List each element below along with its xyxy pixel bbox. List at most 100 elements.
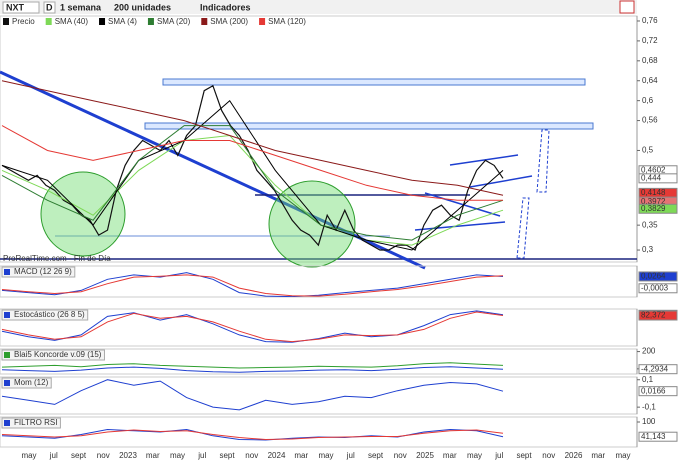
x-tick-label: nov xyxy=(394,451,407,460)
value-marker xyxy=(638,431,678,442)
series-group xyxy=(1,310,504,343)
series-line xyxy=(1,274,504,297)
panel-title: Mom (12) xyxy=(14,378,49,387)
symbol[interactable]: NXT xyxy=(6,2,25,12)
title-box xyxy=(1,309,89,321)
panel: 0,0264 -0,0003 MACD (12 26 9) xyxy=(0,265,678,298)
title-box xyxy=(1,349,105,361)
x-tick-label: 2024 xyxy=(268,451,286,460)
units[interactable]: 200 unidades xyxy=(114,2,171,12)
series-line xyxy=(1,366,504,373)
symbol-box[interactable] xyxy=(2,1,40,14)
value-marker xyxy=(638,386,678,397)
series-line xyxy=(1,134,504,246)
value-marker xyxy=(638,310,678,321)
legend-swatch xyxy=(147,18,154,25)
legend-label: SMA (40) xyxy=(55,17,89,26)
value-marker-label: 0,3829 xyxy=(641,204,666,213)
title-box xyxy=(1,266,76,278)
x-tick-label: jul xyxy=(197,451,206,460)
x-tick-label: sept xyxy=(516,451,532,460)
panel: 0,1 -0,1 0,0166 Mom (12) xyxy=(0,375,678,415)
x-tick-label: jul xyxy=(49,451,58,460)
panel-title: Blai5 Koncorde v.09 (15) xyxy=(14,350,102,359)
highlight xyxy=(268,180,356,268)
series-line xyxy=(1,311,504,343)
x-tick-label: 2023 xyxy=(119,451,137,460)
legend-swatch xyxy=(3,18,9,25)
series-line xyxy=(1,310,504,343)
zone xyxy=(162,78,586,86)
x-tick-label: mar xyxy=(443,451,457,460)
x-tick-label: nov xyxy=(97,451,110,460)
channel xyxy=(449,154,519,166)
panel: 100 41,143 FILTRO RSI xyxy=(0,416,678,448)
value-marker-label: 0,0264 xyxy=(641,272,666,281)
d-box[interactable] xyxy=(43,1,56,14)
panel: 0,76 0,72 0,68 0,64 0,6 0,56 0,5 0,35 0,3 0,4602… xyxy=(0,15,678,270)
indicators[interactable]: Indicadores xyxy=(200,2,251,12)
y-tick-label: 0,1 xyxy=(642,375,654,384)
series-group xyxy=(1,80,504,251)
triangle xyxy=(414,221,506,231)
x-tick-label: sept xyxy=(219,451,235,460)
channel xyxy=(469,175,533,188)
value-marker xyxy=(638,271,678,282)
value-marker-label: 0,444 xyxy=(641,173,662,182)
zone xyxy=(144,122,594,130)
y-tick-label: 0,68 xyxy=(642,56,658,65)
value-marker xyxy=(638,364,678,375)
x-tick-label: sept xyxy=(368,451,384,460)
x-tick-label: may xyxy=(21,451,36,460)
title-box xyxy=(1,377,52,389)
value-marker xyxy=(638,283,678,294)
x-tick-label: mar xyxy=(146,451,160,460)
panel-title: MACD (12 26 9) xyxy=(14,267,72,276)
x-tick-label: may xyxy=(318,451,333,460)
refresh-icon[interactable] xyxy=(619,0,635,14)
series-line xyxy=(1,429,504,441)
value-marker-label: 0,4148 xyxy=(641,188,666,197)
title-icon xyxy=(4,269,10,275)
arrow xyxy=(516,197,530,259)
value-marker-label: 0,4602 xyxy=(641,165,666,174)
title-icon xyxy=(4,352,10,358)
series-line xyxy=(1,379,504,411)
x-tick-label: jul xyxy=(346,451,355,460)
triangle xyxy=(424,192,501,217)
value-marker xyxy=(638,203,678,214)
x-tick-label: may xyxy=(170,451,185,460)
title-icon xyxy=(4,380,10,386)
series-line xyxy=(1,80,504,196)
y-tick-label: 100 xyxy=(642,417,656,426)
d-button[interactable]: D xyxy=(46,2,53,12)
series-line xyxy=(1,125,503,201)
series-line xyxy=(1,362,504,369)
series-group xyxy=(1,428,504,441)
y-tick-label: 0,6 xyxy=(642,96,654,105)
legend-swatch xyxy=(259,18,266,25)
legend-label: Precio xyxy=(12,17,35,26)
period[interactable]: 1 semana xyxy=(60,2,102,12)
value-marker-label: 0,3972 xyxy=(641,197,666,206)
series-line xyxy=(1,125,504,241)
legend-label: SMA (20) xyxy=(157,17,191,26)
value-marker-label: 0,0166 xyxy=(641,386,666,395)
y-tick-label: 0,64 xyxy=(642,76,658,85)
title-icon xyxy=(4,420,10,426)
legend-label: SMA (200) xyxy=(210,17,248,26)
legend-swatch xyxy=(201,18,208,25)
series-line xyxy=(1,272,504,297)
x-tick-label: 2026 xyxy=(565,451,583,460)
y-tick-label: 0,5 xyxy=(642,146,654,155)
trendline xyxy=(0,70,426,270)
x-tick-label: nov xyxy=(542,451,555,460)
x-tick-label: sept xyxy=(71,451,87,460)
x-tick-label: 2025 xyxy=(416,451,434,460)
arrow xyxy=(536,129,550,193)
y-tick-label: 0,56 xyxy=(642,116,658,125)
x-tick-label: may xyxy=(615,451,630,460)
series-line xyxy=(1,428,504,441)
y-tick-label: 0,35 xyxy=(642,220,658,229)
legend-label: SMA (4) xyxy=(108,17,137,26)
